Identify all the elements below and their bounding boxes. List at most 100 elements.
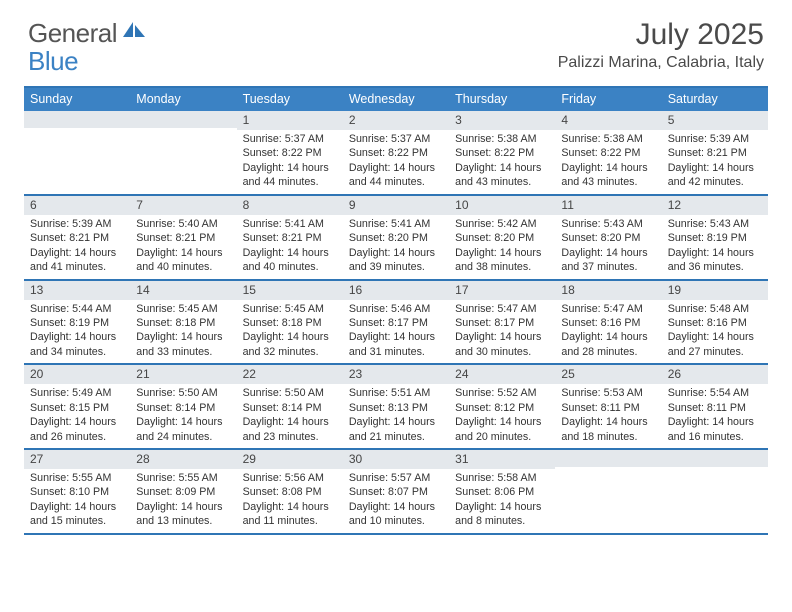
day-number [662,450,768,467]
day-number: 13 [24,281,130,300]
dow-saturday: Saturday [662,88,768,111]
sunset-line: Sunset: 8:20 PM [349,231,443,245]
day-body: Sunrise: 5:37 AMSunset: 8:22 PMDaylight:… [343,130,449,194]
day-cell: 19Sunrise: 5:48 AMSunset: 8:16 PMDayligh… [662,281,768,364]
sunrise-line: Sunrise: 5:45 AM [136,302,230,316]
sunset-line: Sunset: 8:08 PM [243,485,337,499]
daylight-line: Daylight: 14 hours and 30 minutes. [455,330,549,359]
day-number: 28 [130,450,236,469]
day-cell [130,111,236,194]
logo: General [28,18,149,49]
sunset-line: Sunset: 8:09 PM [136,485,230,499]
day-number: 6 [24,196,130,215]
day-number: 15 [237,281,343,300]
daylight-line: Daylight: 14 hours and 42 minutes. [668,161,762,190]
day-cell: 8Sunrise: 5:41 AMSunset: 8:21 PMDaylight… [237,196,343,279]
sunrise-line: Sunrise: 5:38 AM [561,132,655,146]
daylight-line: Daylight: 14 hours and 32 minutes. [243,330,337,359]
sunset-line: Sunset: 8:11 PM [561,401,655,415]
sunrise-line: Sunrise: 5:47 AM [455,302,549,316]
sunrise-line: Sunrise: 5:52 AM [455,386,549,400]
day-number: 30 [343,450,449,469]
day-cell: 5Sunrise: 5:39 AMSunset: 8:21 PMDaylight… [662,111,768,194]
day-cell: 30Sunrise: 5:57 AMSunset: 8:07 PMDayligh… [343,450,449,533]
day-number: 17 [449,281,555,300]
day-cell [662,450,768,533]
day-number: 23 [343,365,449,384]
dow-friday: Friday [555,88,661,111]
header: General July 2025 Palizzi Marina, Calabr… [0,0,792,72]
day-cell: 10Sunrise: 5:42 AMSunset: 8:20 PMDayligh… [449,196,555,279]
day-cell: 6Sunrise: 5:39 AMSunset: 8:21 PMDaylight… [24,196,130,279]
daylight-line: Daylight: 14 hours and 39 minutes. [349,246,443,275]
day-cell: 14Sunrise: 5:45 AMSunset: 8:18 PMDayligh… [130,281,236,364]
day-number: 7 [130,196,236,215]
day-cell: 26Sunrise: 5:54 AMSunset: 8:11 PMDayligh… [662,365,768,448]
sunset-line: Sunset: 8:21 PM [668,146,762,160]
day-cell: 22Sunrise: 5:50 AMSunset: 8:14 PMDayligh… [237,365,343,448]
daylight-line: Daylight: 14 hours and 13 minutes. [136,500,230,529]
day-cell: 27Sunrise: 5:55 AMSunset: 8:10 PMDayligh… [24,450,130,533]
daylight-line: Daylight: 14 hours and 43 minutes. [455,161,549,190]
daylight-line: Daylight: 14 hours and 44 minutes. [349,161,443,190]
daylight-line: Daylight: 14 hours and 15 minutes. [30,500,124,529]
daylight-line: Daylight: 14 hours and 31 minutes. [349,330,443,359]
daylight-line: Daylight: 14 hours and 44 minutes. [243,161,337,190]
sunset-line: Sunset: 8:12 PM [455,401,549,415]
day-body: Sunrise: 5:54 AMSunset: 8:11 PMDaylight:… [662,384,768,448]
day-number [555,450,661,467]
daylight-line: Daylight: 14 hours and 18 minutes. [561,415,655,444]
day-body: Sunrise: 5:45 AMSunset: 8:18 PMDaylight:… [130,300,236,364]
day-cell [24,111,130,194]
day-cell: 4Sunrise: 5:38 AMSunset: 8:22 PMDaylight… [555,111,661,194]
day-cell: 17Sunrise: 5:47 AMSunset: 8:17 PMDayligh… [449,281,555,364]
sunset-line: Sunset: 8:16 PM [561,316,655,330]
day-cell: 15Sunrise: 5:45 AMSunset: 8:18 PMDayligh… [237,281,343,364]
month-year: July 2025 [558,18,764,52]
day-number: 1 [237,111,343,130]
sunrise-line: Sunrise: 5:56 AM [243,471,337,485]
day-number: 25 [555,365,661,384]
sunset-line: Sunset: 8:22 PM [455,146,549,160]
sunset-line: Sunset: 8:16 PM [668,316,762,330]
day-cell: 24Sunrise: 5:52 AMSunset: 8:12 PMDayligh… [449,365,555,448]
day-body: Sunrise: 5:42 AMSunset: 8:20 PMDaylight:… [449,215,555,279]
day-body: Sunrise: 5:50 AMSunset: 8:14 PMDaylight:… [237,384,343,448]
sunset-line: Sunset: 8:11 PM [668,401,762,415]
sunrise-line: Sunrise: 5:39 AM [30,217,124,231]
week-row: 27Sunrise: 5:55 AMSunset: 8:10 PMDayligh… [24,450,768,535]
sunrise-line: Sunrise: 5:46 AM [349,302,443,316]
day-body: Sunrise: 5:37 AMSunset: 8:22 PMDaylight:… [237,130,343,194]
day-cell: 23Sunrise: 5:51 AMSunset: 8:13 PMDayligh… [343,365,449,448]
day-cell: 7 Sunrise: 5:40 AMSunset: 8:21 PMDaylight… [130,196,236,279]
sunrise-line: Sunrise: 5:55 AM [30,471,124,485]
day-body: Sunrise: 5:46 AMSunset: 8:17 PMDaylight:… [343,300,449,364]
day-body: Sunrise: 5:39 AMSunset: 8:21 PMDaylight:… [24,215,130,279]
day-body: Sunrise: 5:51 AMSunset: 8:13 PMDaylight:… [343,384,449,448]
daylight-line: Daylight: 14 hours and 23 minutes. [243,415,337,444]
sunset-line: Sunset: 8:21 PM [30,231,124,245]
day-cell: 11Sunrise: 5:43 AMSunset: 8:20 PMDayligh… [555,196,661,279]
sunset-line: Sunset: 8:21 PM [136,231,230,245]
sunset-line: Sunset: 8:21 PM [243,231,337,245]
sunset-line: Sunset: 8:15 PM [30,401,124,415]
sunset-line: Sunset: 8:18 PM [136,316,230,330]
title-block: July 2025 Palizzi Marina, Calabria, Ital… [558,18,764,72]
day-number: 5 [662,111,768,130]
day-cell [555,450,661,533]
day-cell: 3Sunrise: 5:38 AMSunset: 8:22 PMDaylight… [449,111,555,194]
sunrise-line: Sunrise: 5:41 AM [243,217,337,231]
sunrise-line: Sunrise: 5:49 AM [30,386,124,400]
day-number: 11 [555,196,661,215]
daylight-line: Daylight: 14 hours and 27 minutes. [668,330,762,359]
day-number: 19 [662,281,768,300]
daylight-line: Daylight: 14 hours and 40 minutes. [136,246,230,275]
sunrise-line: Sunrise: 5:37 AM [349,132,443,146]
day-body: Sunrise: 5:43 AMSunset: 8:19 PMDaylight:… [662,215,768,279]
sunrise-line: Sunrise: 5:40 AM [136,217,230,231]
day-body [662,467,768,473]
sunrise-line: Sunrise: 5:44 AM [30,302,124,316]
day-number: 26 [662,365,768,384]
daylight-line: Daylight: 14 hours and 11 minutes. [243,500,337,529]
day-body: Sunrise: 5:41 AMSunset: 8:21 PMDaylight:… [237,215,343,279]
